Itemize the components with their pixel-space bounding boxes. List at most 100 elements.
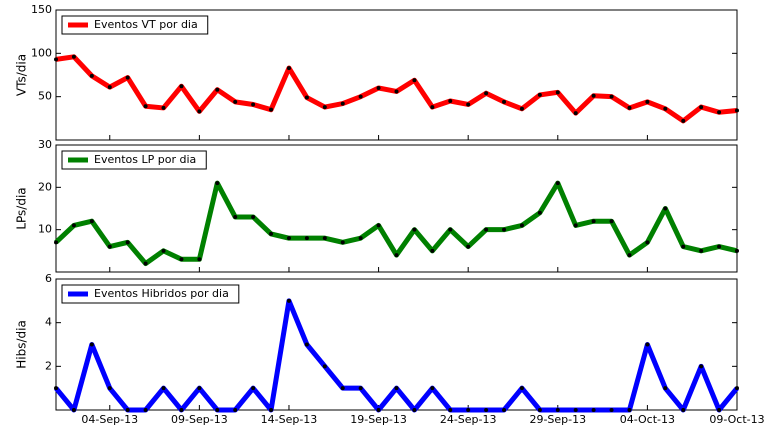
point [555, 181, 560, 186]
point [197, 109, 202, 114]
point [412, 408, 417, 412]
point [71, 54, 76, 59]
point [627, 105, 632, 110]
point [645, 342, 650, 347]
x-tick-label: 09-Oct-13 [709, 413, 764, 426]
point [304, 236, 309, 241]
point [215, 408, 220, 412]
legend-box [61, 15, 209, 35]
y-tick-label: 100 [31, 46, 52, 59]
point [609, 219, 614, 224]
point [717, 110, 722, 115]
point [412, 78, 417, 83]
point [645, 240, 650, 245]
point [286, 298, 291, 303]
legend: Eventos LP por dia [61, 150, 207, 170]
point [269, 107, 274, 112]
point [125, 240, 130, 245]
point [304, 342, 309, 347]
point [233, 408, 238, 412]
point [54, 57, 58, 62]
y-axis-label: VTs/dia [15, 54, 29, 96]
point [573, 408, 578, 412]
point [304, 95, 309, 100]
x-tick-label: 09-Sep-13 [171, 413, 228, 426]
point [699, 248, 704, 253]
point [107, 244, 112, 249]
x-tick-label: 29-Sep-13 [529, 413, 586, 426]
point [89, 73, 94, 78]
point [340, 240, 345, 245]
point [591, 93, 596, 98]
point [125, 408, 130, 412]
point [197, 257, 202, 262]
point [502, 227, 507, 232]
point [125, 75, 130, 80]
point [430, 105, 435, 110]
point [502, 408, 507, 412]
point [573, 223, 578, 228]
point [681, 118, 686, 123]
point [269, 231, 274, 236]
point [107, 85, 112, 90]
point [448, 99, 453, 103]
point [71, 223, 76, 228]
y-axis-label: LPs/dia [15, 187, 29, 229]
legend-box [61, 150, 207, 170]
point [161, 105, 166, 110]
point [376, 223, 381, 228]
legend-label: Eventos Hibridos por dia [94, 287, 229, 300]
x-tick-label: 24-Sep-13 [440, 413, 497, 426]
point [394, 386, 399, 391]
x-tick-label: 04-Oct-13 [620, 413, 675, 426]
point [448, 408, 453, 412]
legend-label: Eventos VT por dia [94, 18, 198, 31]
point [537, 408, 542, 412]
point [519, 106, 524, 111]
point [717, 244, 722, 249]
x-tick-label: 19-Sep-13 [350, 413, 407, 426]
point [233, 214, 238, 219]
point [519, 386, 524, 391]
point [89, 342, 94, 347]
point [179, 84, 184, 89]
point [71, 408, 76, 412]
point [699, 105, 704, 110]
y-tick-label: 4 [45, 316, 52, 329]
point [609, 408, 614, 412]
point [376, 86, 381, 90]
point [322, 105, 327, 110]
point [143, 261, 148, 266]
point [215, 87, 220, 92]
point [54, 386, 58, 391]
point [197, 386, 202, 391]
point [735, 386, 739, 391]
point [591, 219, 596, 224]
point [717, 408, 722, 412]
point [394, 253, 399, 258]
point [358, 236, 363, 241]
point [466, 244, 471, 249]
point [322, 236, 327, 241]
point [627, 253, 632, 258]
y-tick-label: 20 [38, 180, 52, 193]
point [466, 408, 471, 412]
point [484, 91, 489, 96]
point [161, 248, 166, 253]
point [143, 408, 148, 412]
y-tick-label: 150 [31, 3, 52, 16]
y-tick-label: 6 [45, 272, 52, 285]
point [358, 94, 363, 99]
point [537, 210, 542, 215]
point [484, 227, 489, 232]
legend: Eventos VT por dia [61, 15, 209, 35]
y-axis-label: Hibs/dia [15, 320, 29, 369]
point [358, 386, 363, 391]
point [555, 408, 560, 412]
point [179, 408, 184, 412]
point [663, 106, 668, 111]
point [627, 408, 632, 412]
point [322, 364, 327, 369]
